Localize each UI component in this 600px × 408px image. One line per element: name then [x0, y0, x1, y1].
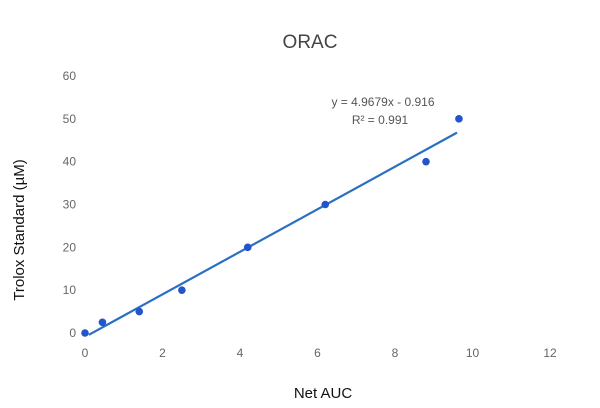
data-point	[321, 200, 330, 209]
y-tick-label: 40	[63, 155, 77, 169]
chart-title: ORAC	[283, 32, 338, 53]
y-axis-ticks: 0 10 20 30 40 50 60	[63, 69, 77, 340]
y-tick-label: 50	[63, 112, 77, 126]
trendline-equation: y = 4.9679x - 0.916	[331, 95, 434, 109]
data-points	[81, 115, 463, 337]
x-tick-label: 10	[466, 346, 480, 360]
y-tick-label: 60	[63, 69, 77, 83]
y-tick-label: 10	[63, 283, 77, 297]
x-axis-label: Net AUC	[294, 385, 353, 402]
data-point	[98, 318, 107, 327]
x-tick-label: 8	[392, 346, 399, 360]
x-tick-label: 4	[237, 346, 244, 360]
data-point	[81, 329, 89, 337]
data-point	[243, 243, 252, 252]
x-tick-label: 6	[314, 346, 321, 360]
data-point	[455, 115, 463, 123]
x-tick-label: 12	[543, 346, 557, 360]
x-axis-ticks: 0 2 4 6 8 10 12	[82, 346, 557, 360]
trendline-r-squared: R² = 0.991	[352, 113, 409, 127]
data-point	[135, 307, 144, 316]
y-tick-label: 0	[69, 326, 76, 340]
y-axis-label: Trolox Standard (µM)	[11, 159, 28, 300]
trendline	[88, 131, 458, 336]
data-point	[178, 286, 186, 294]
x-tick-label: 0	[82, 346, 89, 360]
y-tick-label: 30	[63, 198, 77, 212]
x-tick-label: 2	[159, 346, 166, 360]
y-tick-label: 20	[63, 240, 77, 254]
data-point	[422, 157, 430, 166]
